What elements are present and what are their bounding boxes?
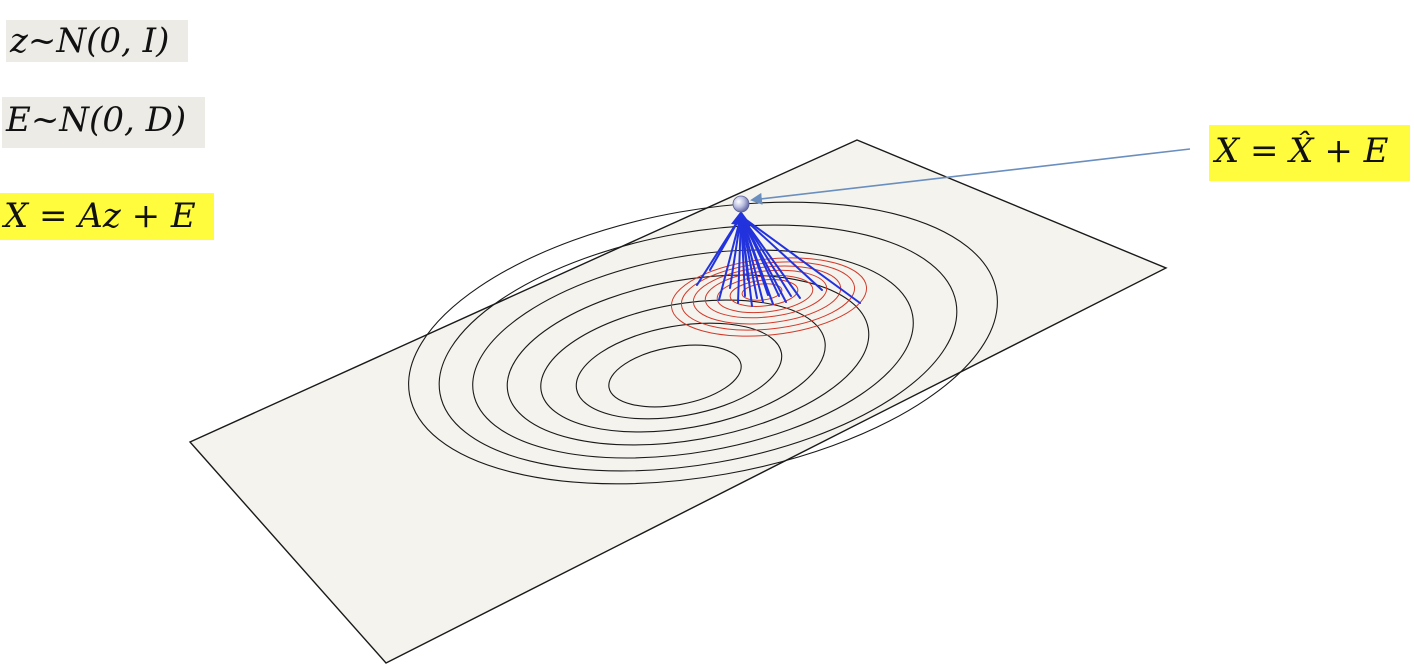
latent-plane bbox=[188, 139, 1168, 664]
sample-line bbox=[740, 215, 764, 303]
prior-contour-ring bbox=[540, 299, 826, 433]
sample-line bbox=[718, 215, 742, 301]
sample-line bbox=[740, 215, 861, 304]
pointer-arrow bbox=[750, 148, 1191, 205]
prior-contour-ring bbox=[608, 344, 742, 408]
prior-contour-ring bbox=[408, 201, 998, 485]
noise-prior-equation: E~N(0, D) bbox=[2, 97, 205, 148]
posterior-contour-ring bbox=[692, 265, 842, 325]
prior-contour-ring bbox=[438, 224, 958, 472]
prior-contours bbox=[408, 201, 998, 485]
prior-contour-ring bbox=[472, 249, 914, 459]
sample-line bbox=[737, 215, 742, 304]
sample-line bbox=[740, 215, 801, 299]
sample-lines bbox=[696, 215, 861, 307]
posterior-contour-ring bbox=[670, 257, 868, 337]
sample-line bbox=[740, 215, 749, 281]
prior-contour-ring bbox=[575, 322, 783, 420]
prior-contour-ring bbox=[506, 274, 870, 446]
sample-fan-head bbox=[731, 211, 752, 226]
posterior-contours bbox=[670, 257, 868, 337]
sample-line bbox=[740, 215, 823, 291]
sample-line bbox=[740, 215, 787, 303]
sample-line bbox=[740, 215, 774, 305]
posterior-contour-ring bbox=[704, 269, 828, 319]
observed-point bbox=[732, 195, 750, 213]
sample-line bbox=[709, 215, 742, 271]
posterior-contour-ring bbox=[680, 261, 856, 331]
sample-line bbox=[729, 215, 742, 289]
generative-model-equation: X = Az + E bbox=[0, 193, 214, 240]
latent-prior-equation: z~N(0, I) bbox=[6, 20, 188, 62]
reconstruction-equation: X = X̂ + E bbox=[1209, 125, 1410, 181]
sample-line bbox=[740, 215, 792, 297]
